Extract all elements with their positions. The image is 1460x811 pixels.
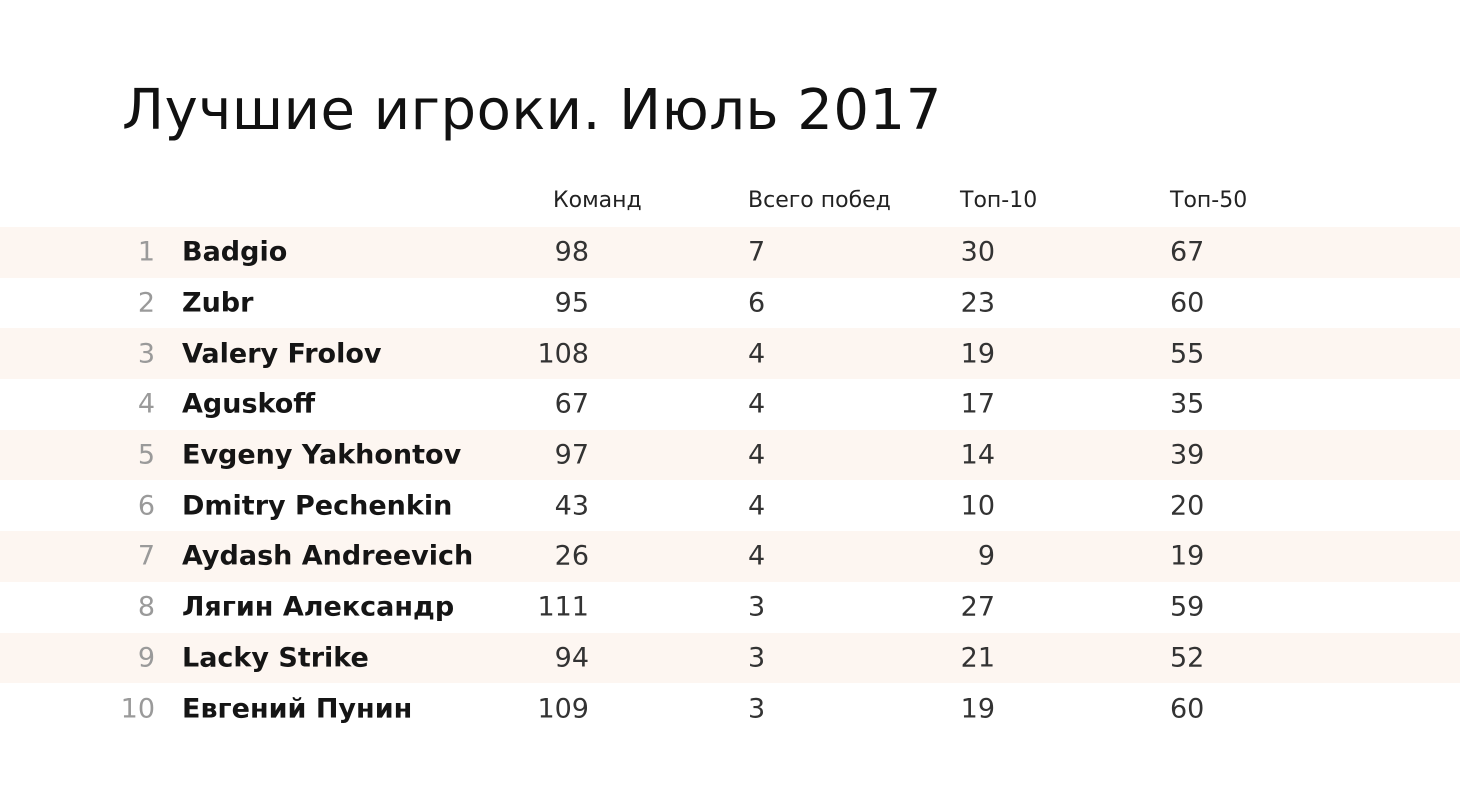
rank-cell: 7 xyxy=(137,540,155,572)
wins-cell: 7 xyxy=(748,236,766,268)
wins-cell: 4 xyxy=(748,439,766,471)
wins-cell: 3 xyxy=(748,693,766,725)
top10-cell: 21 xyxy=(960,642,995,674)
teams-cell: 109 xyxy=(537,693,589,725)
teams-cell: 95 xyxy=(554,287,589,319)
rank-cell: 5 xyxy=(137,439,155,471)
top50-cell: 39 xyxy=(1170,439,1205,471)
table-row: 7 Aydash Andreevich 26 4 9 19 xyxy=(0,531,1460,582)
rank-cell: 2 xyxy=(137,287,155,319)
wins-cell: 3 xyxy=(748,642,766,674)
top10-cell: 19 xyxy=(960,338,995,370)
table-row: 9 Lacky Strike 94 3 21 52 xyxy=(0,632,1460,684)
top50-cell: 52 xyxy=(1170,642,1205,674)
top50-cell: 67 xyxy=(1170,236,1205,268)
wins-cell: 4 xyxy=(748,388,766,420)
top50-cell: 60 xyxy=(1170,693,1205,725)
top10-cell: 17 xyxy=(960,388,995,420)
rank-cell: 6 xyxy=(137,490,155,522)
player-name: Dmitry Pechenkin xyxy=(182,490,453,522)
player-name: Evgeny Yakhontov xyxy=(182,439,462,471)
table-row: 6 Dmitry Pechenkin 43 4 10 20 xyxy=(0,480,1460,531)
rank-cell: 10 xyxy=(120,693,155,725)
player-name: Aydash Andreevich xyxy=(182,540,474,572)
rank-cell: 8 xyxy=(137,591,155,623)
teams-cell: 94 xyxy=(554,642,589,674)
top10-cell: 19 xyxy=(960,693,995,725)
teams-cell: 98 xyxy=(554,236,589,268)
player-name: Zubr xyxy=(182,287,254,319)
column-header-wins: Всего побед xyxy=(748,188,891,213)
rank-cell: 1 xyxy=(137,236,155,268)
table-header: Команд Всего побед Топ-10 Топ-50 xyxy=(0,188,1460,222)
top10-cell: 9 xyxy=(977,540,995,572)
player-name: Lacky Strike xyxy=(182,642,369,674)
wins-cell: 6 xyxy=(748,287,766,319)
top50-cell: 55 xyxy=(1170,338,1205,370)
top50-cell: 35 xyxy=(1170,388,1205,420)
teams-cell: 43 xyxy=(554,490,589,522)
players-table: 1 Badgio 98 7 30 67 2 Zubr 95 6 23 60 3 … xyxy=(0,227,1460,734)
rank-cell: 9 xyxy=(137,642,155,674)
wins-cell: 4 xyxy=(748,338,766,370)
top10-cell: 23 xyxy=(960,287,995,319)
table-row: 10 Евгений Пунин 109 3 19 60 xyxy=(0,683,1460,734)
teams-cell: 108 xyxy=(537,338,589,370)
table-row: 3 Valery Frolov 108 4 19 55 xyxy=(0,328,1460,380)
teams-cell: 111 xyxy=(537,591,589,623)
top50-cell: 59 xyxy=(1170,591,1205,623)
player-name: Badgio xyxy=(182,236,288,268)
page-title: Лучшие игроки. Июль 2017 xyxy=(122,78,942,143)
top50-cell: 19 xyxy=(1170,540,1205,572)
rank-cell: 3 xyxy=(137,338,155,370)
top50-cell: 20 xyxy=(1170,490,1205,522)
player-name: Aguskoff xyxy=(182,388,316,420)
table-row: 2 Zubr 95 6 23 60 xyxy=(0,278,1460,329)
wins-cell: 4 xyxy=(748,540,766,572)
column-header-top10: Топ-10 xyxy=(960,188,1038,213)
table-row: 4 Aguskoff 67 4 17 35 xyxy=(0,379,1460,430)
wins-cell: 4 xyxy=(748,490,766,522)
top10-cell: 30 xyxy=(960,236,995,268)
table-row: 8 Лягин Александр 111 3 27 59 xyxy=(0,582,1460,633)
table-row: 5 Evgeny Yakhontov 97 4 14 39 xyxy=(0,429,1460,481)
top10-cell: 14 xyxy=(960,439,995,471)
teams-cell: 67 xyxy=(554,388,589,420)
teams-cell: 97 xyxy=(554,439,589,471)
table-row: 1 Badgio 98 7 30 67 xyxy=(0,227,1460,278)
top10-cell: 27 xyxy=(960,591,995,623)
column-header-top50: Топ-50 xyxy=(1170,188,1248,213)
wins-cell: 3 xyxy=(748,591,766,623)
rank-cell: 4 xyxy=(137,388,155,420)
teams-cell: 26 xyxy=(554,540,589,572)
player-name: Евгений Пунин xyxy=(182,693,413,725)
player-name: Лягин Александр xyxy=(182,591,455,623)
player-name: Valery Frolov xyxy=(182,338,382,370)
top50-cell: 60 xyxy=(1170,287,1205,319)
top10-cell: 10 xyxy=(960,490,995,522)
column-header-teams: Команд xyxy=(553,188,642,213)
